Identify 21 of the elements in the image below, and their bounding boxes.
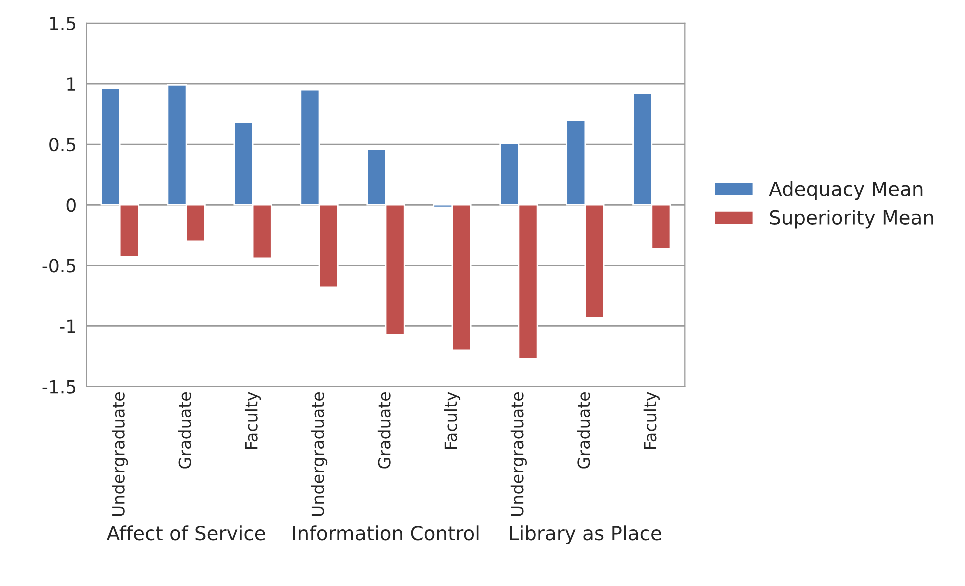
text: Affect of Service bbox=[106, 526, 266, 541]
y-tick-label: 1 bbox=[68, 78, 76, 91]
y-tick-label: -1.5 bbox=[42, 380, 76, 394]
x-tick-label: Graduate bbox=[577, 392, 590, 469]
y-tick-label: -0.5 bbox=[42, 259, 76, 273]
x-tick-label: Faculty bbox=[644, 392, 660, 450]
y-tick-label: -1 bbox=[60, 320, 76, 334]
legend-label: Superiority Mean bbox=[770, 210, 934, 229]
y-tick-label: 1.5 bbox=[50, 17, 76, 31]
x-tick-label: Graduate bbox=[178, 392, 192, 469]
x-tick-label: Faculty bbox=[244, 392, 262, 450]
text: Information Control bbox=[293, 526, 479, 541]
y-tick-label: 0 bbox=[66, 198, 76, 212]
x-tick-label: Undergraduate bbox=[510, 392, 528, 516]
x-tick-label: Undergraduate bbox=[311, 392, 328, 516]
x-tick-label: Faculty bbox=[444, 392, 461, 450]
y-tick-label: 0.5 bbox=[50, 138, 76, 152]
x-tick-label: Graduate bbox=[378, 392, 391, 469]
text: Library as Place bbox=[510, 526, 662, 544]
legend-label: Adequacy Mean bbox=[769, 181, 923, 200]
x-tick-label: Undergraduate bbox=[112, 392, 128, 516]
